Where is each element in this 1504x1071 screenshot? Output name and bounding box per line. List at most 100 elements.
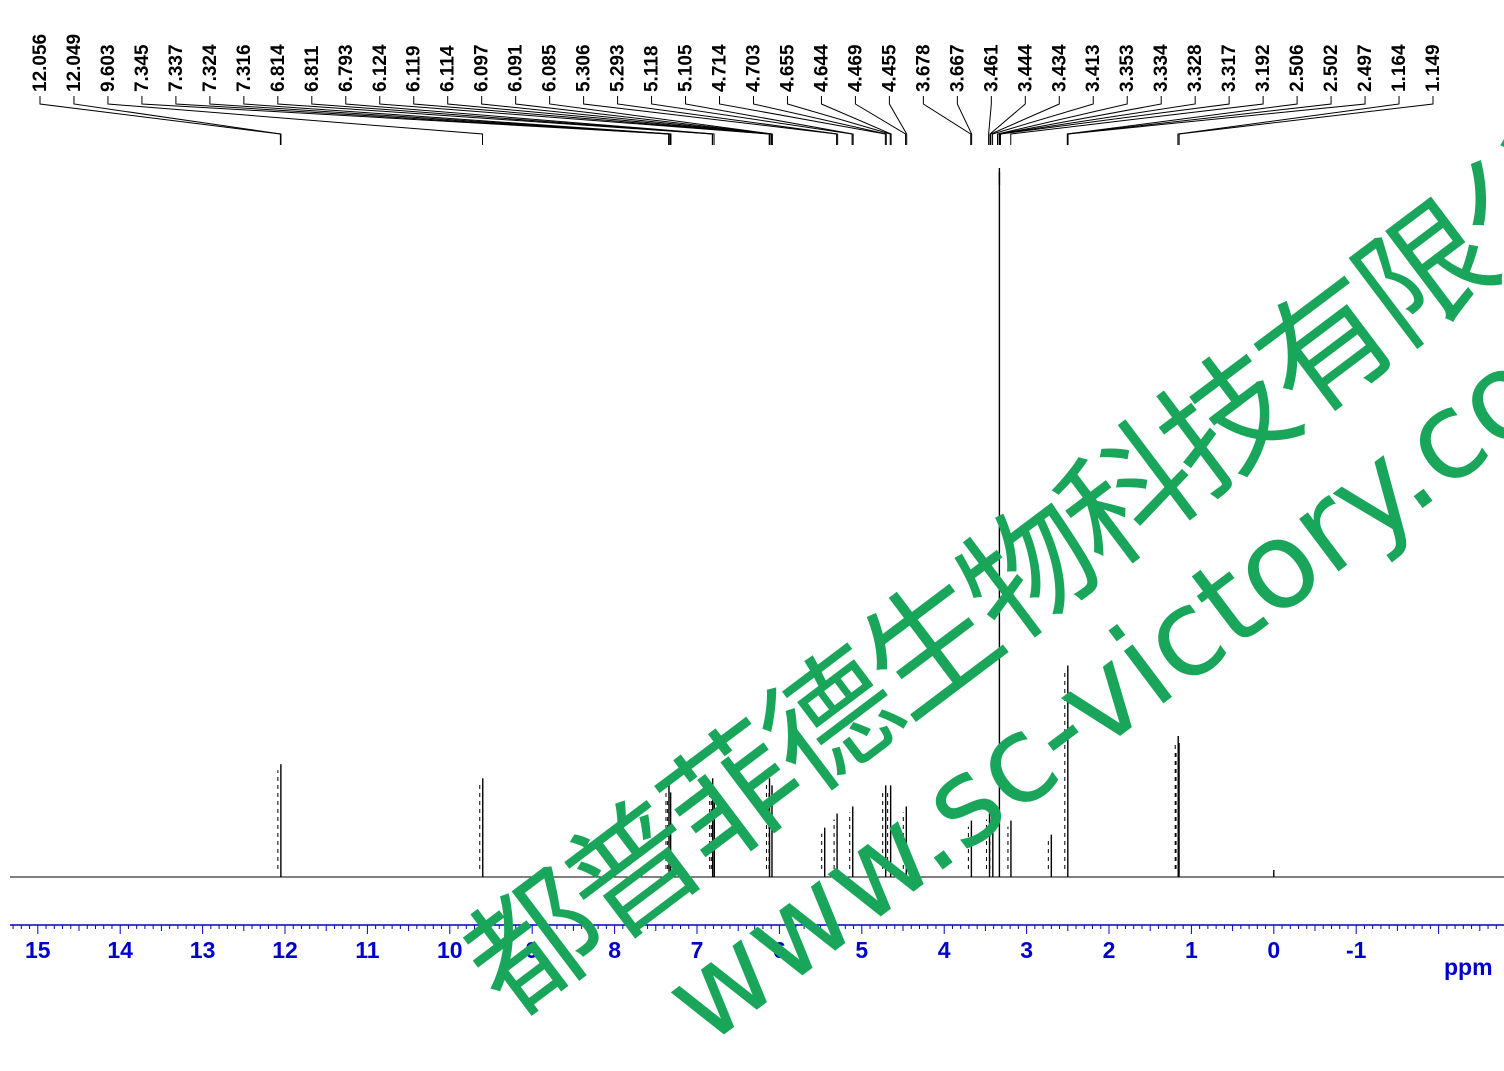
peak-label: 4.703 [743,44,764,92]
peak-label: 3.444 [1015,44,1036,92]
peak-label: 5.105 [676,44,697,92]
peak-label: 3.678 [913,44,934,92]
peak-label: 5.306 [574,44,595,92]
peak-label: 6.124 [370,44,391,92]
peak-label: 1.149 [1423,44,1444,92]
peak-leader-line [277,96,713,145]
peak-label: 4.714 [710,44,731,92]
peak-leader-line [1067,96,1366,145]
peak-label: 6.811 [302,45,323,92]
peak-leader-line [243,96,672,145]
peak-label: 2.502 [1321,44,1342,92]
peak-label: 3.353 [1117,44,1138,92]
peak-label: 6.091 [506,44,527,92]
peak-label: 3.667 [947,44,968,92]
axis-tick-label: 1 [1185,937,1198,963]
axis-tick-label: 11 [355,937,380,963]
peak-leader-line [922,96,972,145]
peak-label: 6.793 [336,44,357,92]
peak-leader-line [311,96,714,145]
peak-leader-line [997,96,1128,145]
axis-tick-label: 7 [691,937,704,963]
peak-label: 3.192 [1253,44,1274,92]
spectrum-trace [10,168,1504,878]
peak-label: 3.434 [1049,44,1070,92]
axis-tick-label: 9 [526,937,539,963]
peak-label: 2.497 [1355,44,1376,92]
peak-label: 4.644 [811,44,832,92]
axis-tick-label: 4 [938,937,951,963]
axis-tick-label: 6 [773,937,786,963]
peak-label: 4.655 [777,44,798,92]
peak-leader-line [141,96,670,145]
peak-leader-line [719,96,886,145]
peak-leader-line [73,96,282,145]
peak-leader-line [175,96,670,145]
peak-leader-line [998,96,1162,145]
peak-label: 6.085 [540,44,561,92]
peak-leader-line [988,96,992,145]
peak-label: 7.345 [132,44,153,92]
peak-label: 6.114 [438,45,459,92]
peak-leader-line [651,96,853,145]
peak-leader-line [999,96,1196,145]
axis-tick-label: 2 [1103,937,1116,963]
peak-leader-line [447,96,771,145]
peak-label: 7.337 [166,44,187,92]
peak-leader-line [956,96,973,145]
peak-label: 3.461 [981,44,1002,92]
axis-tick-label: 0 [1267,937,1280,963]
peak-leader-line [854,96,907,145]
peak-label-group: 12.056 12.049 9.603 7.345 7.337 7.324 7.316 6.8… [30,34,1444,145]
peak-leader-line [990,96,1060,145]
peak-label: 3.317 [1219,44,1240,92]
peak-leader-line [209,96,671,145]
peak-label: 4.469 [845,44,866,92]
peak-label: 1.164 [1389,44,1410,92]
axis-tick-label: -1 [1346,937,1367,963]
peak-label: 6.119 [404,46,425,93]
peak-leader-line [888,96,908,145]
peak-label: 12.056 [30,34,51,92]
peak-leader-line [752,96,887,145]
axis-tick-label: 15 [25,937,51,963]
peak-label: 2.506 [1287,44,1308,92]
axis-tick-label: 13 [190,937,216,963]
peak-label: 12.049 [64,34,85,92]
axis-tick-label: 14 [107,937,133,963]
peak-leader-line [583,96,838,145]
peak-label: 6.097 [472,44,493,92]
peak-label: 3.328 [1185,44,1206,92]
peak-label: 7.324 [200,44,221,92]
peak-leader-line [989,96,1026,145]
peak-leader-line [1178,96,1434,145]
peak-leader-line [345,96,715,145]
axis-tick-label: 10 [437,937,463,963]
axis-tick-label: 12 [272,937,298,963]
peak-label: 5.118 [642,46,663,93]
peak-label: 5.293 [608,44,629,92]
nmr-spectrum-chart: 12.056 12.049 9.603 7.345 7.337 7.324 7.316 6.8… [10,34,1504,980]
peak-leader-line [999,96,1230,145]
peak-leader-line [786,96,891,145]
axis-tick-label: 3 [1020,937,1033,963]
axis-tick-label: 8 [608,937,621,963]
peak-leader-line [820,96,892,145]
axis-tick-label: 5 [855,937,868,963]
peak-leader-line [685,96,854,145]
peak-leader-line [992,96,1094,145]
peak-leader-line [107,96,484,145]
peak-leader-line [1010,96,1264,145]
peak-leader-line [549,96,773,145]
peak-label: 4.455 [879,44,900,92]
axis-unit-label: ppm [1444,954,1493,980]
peak-label: 3.413 [1083,44,1104,92]
peak-label: 9.603 [98,44,119,92]
peak-leader-line [617,96,839,145]
peak-label: 7.316 [234,44,255,92]
peak-label: 3.334 [1151,44,1172,92]
peak-label: 6.814 [268,44,289,92]
peak-leader-line [1177,96,1400,145]
peak-leader-line [39,96,281,145]
